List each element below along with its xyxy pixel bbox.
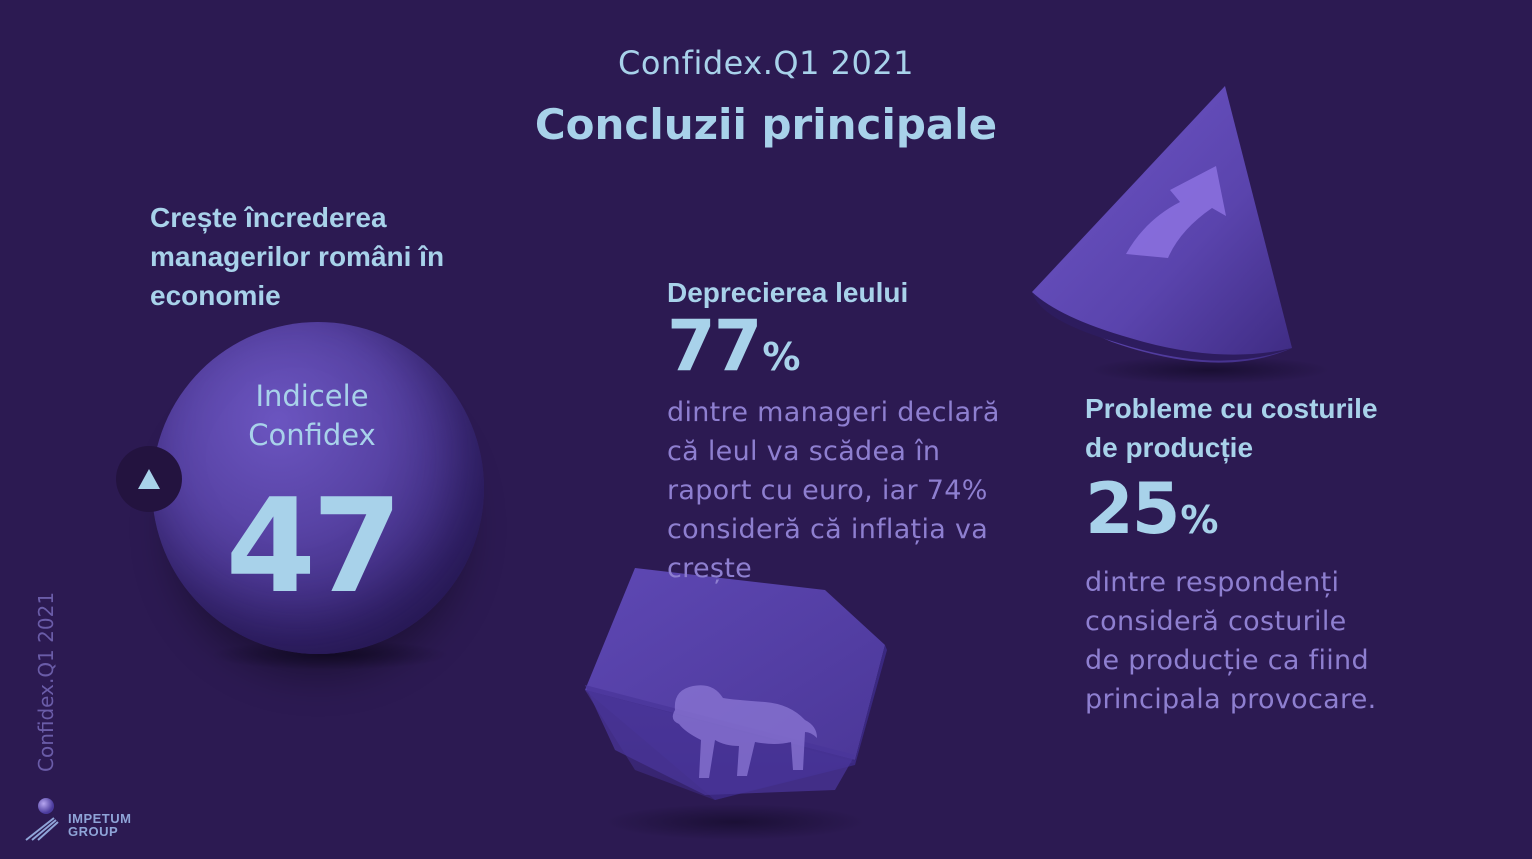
costs-stat: 25% (1085, 468, 1219, 550)
page-title: Concluzii principale (534, 100, 998, 149)
costs-heading-line: de producție (1085, 432, 1254, 463)
costs-description-line: principala provocare. (1085, 684, 1377, 715)
leu-description-line: că leul va scădea în (667, 436, 941, 467)
vertical-brand: Confidex.Q1 2021 (24, 592, 64, 780)
costs-description-line: de producție ca fiind (1085, 645, 1369, 676)
logo-text-line: IMPETUM (68, 811, 132, 826)
triangle-up-icon (138, 469, 160, 489)
leu-heading: Deprecierea leului (667, 277, 909, 308)
confidence-heading-line: Crește încrederea (150, 202, 387, 233)
leu-description-line: dintre manageri declară (667, 397, 1000, 428)
leu-stat: 77% (667, 305, 801, 387)
vertical-brand-text: Confidex.Q1 2021 (34, 591, 58, 772)
costs-heading: Probleme cu costurile de producție (1085, 389, 1378, 467)
leu-stat-unit: % (762, 335, 801, 379)
logo-text-line: GROUP (68, 824, 119, 839)
confidence-heading: Crește încrederea managerilor români în … (150, 198, 444, 315)
costs-description: dintre respondenți consideră costurile d… (1085, 563, 1377, 719)
costs-description-line: consideră costurile (1085, 606, 1347, 637)
leu-stat-value: 77 (667, 305, 762, 387)
costs-stat-value: 25 (1085, 468, 1180, 550)
costs-stat-unit: % (1180, 498, 1219, 542)
cone-arrow-illustration (1032, 86, 1330, 384)
index-label-line: Indicele (255, 379, 369, 413)
costs-heading-line: Probleme cu costurile (1085, 393, 1378, 424)
leu-description-line: crește (667, 553, 753, 584)
lion-icon (672, 685, 817, 778)
costs-description-line: dintre respondenți (1085, 567, 1340, 598)
confidex-sphere (152, 322, 484, 654)
brand-line: Confidex.Q1 2021 (617, 44, 915, 82)
logo-mark-icon (25, 798, 59, 841)
index-label-line: Confidex (248, 418, 376, 452)
cube-lion-illustration (585, 568, 887, 840)
confidence-heading-line: managerilor români în (150, 241, 445, 272)
leu-description: dintre manageri declară că leul va scăde… (667, 393, 1000, 588)
up-arrow-icon (1126, 166, 1226, 258)
confidence-heading-line: economie (150, 280, 281, 311)
impetum-logo: IMPETUM GROUP (24, 796, 164, 846)
leu-description-line: raport cu euro, iar 74% (667, 475, 988, 506)
trend-badge (116, 446, 182, 512)
leu-description-line: consideră că inflația va (667, 514, 989, 545)
confidex-index-value: 47 (225, 470, 403, 622)
